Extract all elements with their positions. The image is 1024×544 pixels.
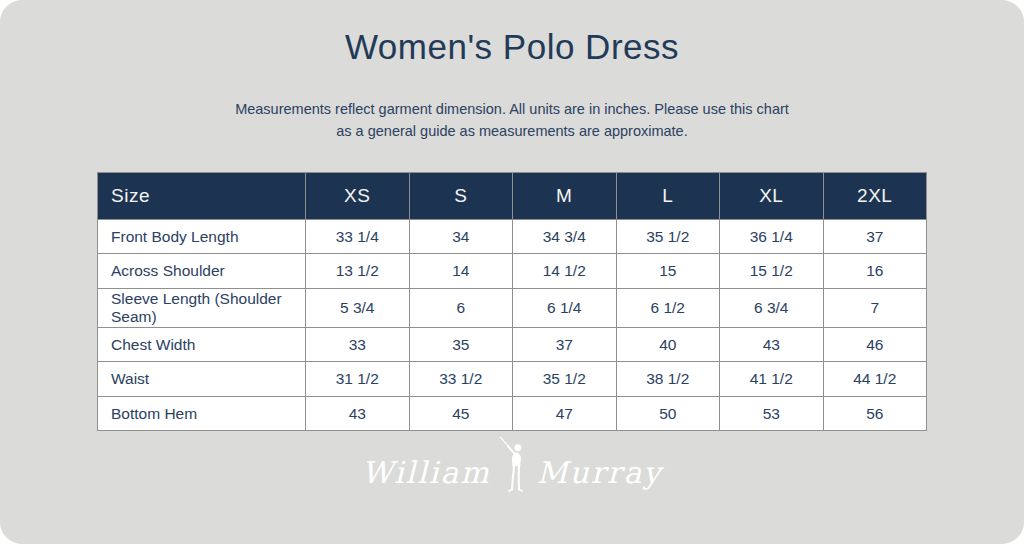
table-row-waist: Waist 31 1/2 33 1/2 35 1/2 38 1/2 41 1/2… xyxy=(98,362,927,397)
row-label: Bottom Hem xyxy=(98,396,306,431)
table-row-across-shoulder: Across Shoulder 13 1/2 14 14 1/2 15 15 1… xyxy=(98,254,927,289)
measurement-cell: 5 3/4 xyxy=(306,288,410,327)
column-header-size: Size xyxy=(98,172,306,219)
column-header-xl: XL xyxy=(720,172,824,219)
measurement-cell: 15 xyxy=(616,254,720,289)
measurement-cell: 35 1/2 xyxy=(616,219,720,254)
measurement-cell: 43 xyxy=(720,327,824,362)
size-chart-table: Size XS S M L XL 2XL Front Body Length 3… xyxy=(97,172,927,432)
row-label: Front Body Length xyxy=(98,219,306,254)
column-header-m: M xyxy=(513,172,617,219)
measurement-cell: 35 xyxy=(409,327,513,362)
measurement-cell: 7 xyxy=(823,288,927,327)
table-row-chest-width: Chest Width 33 35 37 40 43 46 xyxy=(98,327,927,362)
measurement-cell: 45 xyxy=(409,396,513,431)
golfer-icon xyxy=(497,435,531,493)
william-murray-logo: William Murray xyxy=(0,453,1024,493)
measurement-cell: 33 1/2 xyxy=(409,362,513,397)
measurement-cell: 16 xyxy=(823,254,927,289)
measurement-cell: 37 xyxy=(513,327,617,362)
measurement-cell: 31 1/2 xyxy=(306,362,410,397)
page-title: Women's Polo Dress xyxy=(0,0,1024,68)
measurement-cell: 6 1/4 xyxy=(513,288,617,327)
measurement-cell: 41 1/2 xyxy=(720,362,824,397)
measurement-cell: 33 xyxy=(306,327,410,362)
measurement-cell: 33 1/4 xyxy=(306,219,410,254)
measurement-cell: 14 1/2 xyxy=(513,254,617,289)
measurement-cell: 6 xyxy=(409,288,513,327)
brand-word-william: William xyxy=(362,458,491,488)
column-header-s: S xyxy=(409,172,513,219)
measurement-cell: 56 xyxy=(823,396,927,431)
disclaimer-line-2: as a general guide as measurements are a… xyxy=(336,123,687,139)
disclaimer-line-1: Measurements reflect garment dimension. … xyxy=(235,101,789,117)
measurement-cell: 34 3/4 xyxy=(513,219,617,254)
table-row-front-body-length: Front Body Length 33 1/4 34 34 3/4 35 1/… xyxy=(98,219,927,254)
size-guide-disclaimer: Measurements reflect garment dimension. … xyxy=(232,98,792,143)
measurement-cell: 50 xyxy=(616,396,720,431)
measurement-cell: 43 xyxy=(306,396,410,431)
measurement-cell: 53 xyxy=(720,396,824,431)
row-label: Waist xyxy=(98,362,306,397)
row-label: Chest Width xyxy=(98,327,306,362)
measurement-cell: 47 xyxy=(513,396,617,431)
size-guide-card: Women's Polo Dress Measurements reflect … xyxy=(0,0,1024,544)
measurement-cell: 36 1/4 xyxy=(720,219,824,254)
measurement-cell: 34 xyxy=(409,219,513,254)
measurement-cell: 46 xyxy=(823,327,927,362)
measurement-cell: 14 xyxy=(409,254,513,289)
row-label: Sleeve Length (Shoulder Seam) xyxy=(98,288,306,327)
measurement-cell: 6 3/4 xyxy=(720,288,824,327)
measurement-cell: 44 1/2 xyxy=(823,362,927,397)
brand-word-murray: Murray xyxy=(537,458,663,488)
measurement-cell: 37 xyxy=(823,219,927,254)
row-label: Across Shoulder xyxy=(98,254,306,289)
column-header-xs: XS xyxy=(306,172,410,219)
measurement-cell: 13 1/2 xyxy=(306,254,410,289)
measurement-cell: 15 1/2 xyxy=(720,254,824,289)
table-row-bottom-hem: Bottom Hem 43 45 47 50 53 56 xyxy=(98,396,927,431)
column-header-2xl: 2XL xyxy=(823,172,927,219)
table-header-row: Size XS S M L XL 2XL xyxy=(98,172,927,219)
measurement-cell: 35 1/2 xyxy=(513,362,617,397)
measurement-cell: 38 1/2 xyxy=(616,362,720,397)
column-header-l: L xyxy=(616,172,720,219)
measurement-cell: 6 1/2 xyxy=(616,288,720,327)
table-row-sleeve-length: Sleeve Length (Shoulder Seam) 5 3/4 6 6 … xyxy=(98,288,927,327)
measurement-cell: 40 xyxy=(616,327,720,362)
